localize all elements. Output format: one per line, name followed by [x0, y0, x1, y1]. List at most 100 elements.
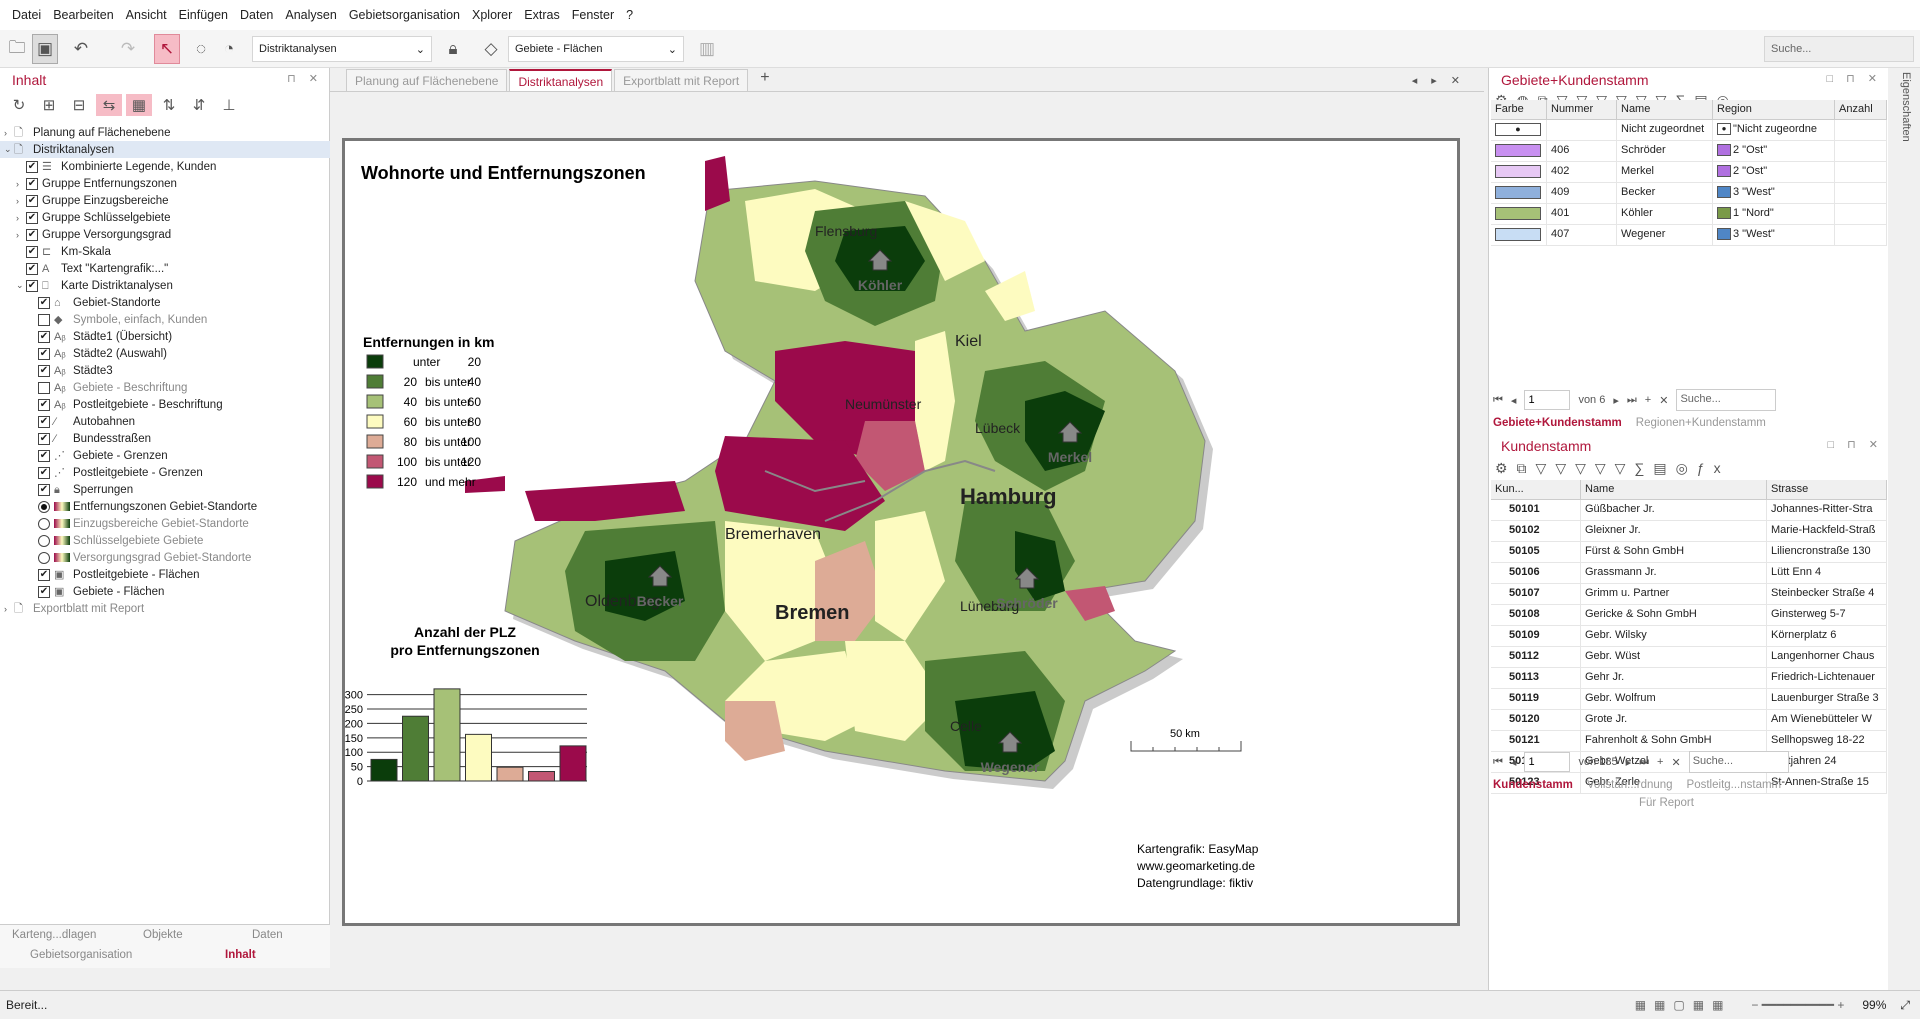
- checkbox[interactable]: ✔: [38, 466, 50, 479]
- expand-icon[interactable]: ⌄: [16, 280, 24, 290]
- checkbox[interactable]: ✔: [26, 228, 38, 241]
- checkbox[interactable]: ✔: [26, 279, 38, 292]
- checkbox[interactable]: ✔: [38, 483, 50, 496]
- last-page-icon[interactable]: ⏭: [1639, 755, 1650, 768]
- radio-button[interactable]: [38, 551, 50, 564]
- panel2-tools[interactable]: ⚙⧉▽▽▽▽▽∑▤◎ƒx: [1495, 460, 1730, 476]
- menu-item-5[interactable]: Analysen: [285, 8, 337, 22]
- tab-daten[interactable]: Daten: [252, 929, 283, 941]
- house-icon[interactable]: [867, 249, 893, 271]
- tab-fuer-report[interactable]: Für Report: [1639, 797, 1694, 809]
- tree-item[interactable]: › 🗋 Exportblatt mit Report: [0, 600, 330, 617]
- menu-item-10[interactable]: ?: [626, 8, 634, 22]
- panel-window-icons[interactable]: □ ⊓ ✕: [1826, 73, 1882, 85]
- swap-icon[interactable]: ⇆: [96, 94, 122, 116]
- add-icon[interactable]: +: [1657, 756, 1664, 768]
- last-page-icon[interactable]: ⏭: [1626, 393, 1637, 406]
- layer-select[interactable]: Gebiete - Flächen ⌄: [508, 36, 684, 62]
- next-page-icon[interactable]: ▸: [1625, 756, 1632, 769]
- table-row[interactable]: 50102 Gleixner Jr. Marie-Hackfeld-Straß: [1491, 521, 1887, 542]
- tree-item[interactable]: › ✔ Gruppe Versorgungsgrad: [0, 226, 330, 243]
- grid-icon[interactable]: ⊞: [42, 97, 56, 114]
- table-row[interactable]: 50123 Gebr. Zerle St-Annen-Straße 15: [1491, 773, 1887, 794]
- checkbox[interactable]: ✔: [38, 347, 50, 360]
- radio-button[interactable]: [38, 500, 50, 513]
- expand-icon[interactable]: ›: [16, 195, 19, 206]
- checkbox[interactable]: ✔: [38, 296, 50, 309]
- column-header[interactable]: Nummer: [1547, 100, 1617, 119]
- expand-icon[interactable]: ⌄: [4, 144, 12, 154]
- delete-icon[interactable]: ✕: [1671, 756, 1681, 769]
- panel2-search[interactable]: Suche...: [1688, 751, 1789, 773]
- table-row[interactable]: 50101 Güßbacher Jr. Johannes-Ritter-Stra: [1491, 500, 1887, 521]
- checkbox[interactable]: ✔: [38, 364, 50, 377]
- table-row[interactable]: 409 Becker 3 "West": [1491, 183, 1887, 204]
- tree-item[interactable]: ✔ A Text "Kartengrafik:...": [0, 260, 330, 277]
- table-row[interactable]: 50112 Gebr. Wüst Langenhorner Chaus: [1491, 647, 1887, 668]
- radio-button[interactable]: [38, 517, 50, 530]
- tree-item[interactable]: ✔ ▣ Postleitgebiete - Flächen: [0, 566, 330, 583]
- menu-item-2[interactable]: Ansicht: [125, 8, 167, 22]
- panel-window-icons[interactable]: □ ⊓ ✕: [1827, 439, 1883, 451]
- column-header[interactable]: Anzahl: [1835, 100, 1887, 119]
- table-row[interactable]: 402 Merkel 2 "Ost": [1491, 162, 1887, 183]
- pin-close-icons[interactable]: ⊓ ✕: [287, 73, 323, 85]
- checkbox[interactable]: ✔: [26, 245, 38, 258]
- lock-icon[interactable]: 🔒︎: [448, 39, 458, 58]
- tab-kartengrundlagen[interactable]: Karteng...dlagen: [12, 929, 97, 941]
- checkbox[interactable]: ✔: [26, 194, 38, 207]
- checkbox[interactable]: ✔: [26, 262, 38, 275]
- checkbox[interactable]: ✔: [38, 432, 50, 445]
- column-header[interactable]: Strasse: [1767, 480, 1887, 499]
- layers-icon[interactable]: ▦: [126, 94, 152, 116]
- column-header[interactable]: Farbe: [1491, 100, 1547, 119]
- save-icon[interactable]: ▣: [32, 34, 58, 64]
- tree-item[interactable]: ✔ Aᵦ Städte3: [0, 362, 330, 379]
- tab-inhalt[interactable]: Inhalt: [225, 949, 256, 961]
- redo-icon[interactable]: ↷: [120, 39, 136, 58]
- map-book-icon[interactable]: ▥: [698, 39, 716, 58]
- tree-item[interactable]: › ✔ Gruppe Entfernungszonen: [0, 175, 330, 192]
- tree-item[interactable]: ✔ ∕ Autobahnen: [0, 413, 330, 430]
- tab-vollstaendige-zuordnung[interactable]: Vollstän...rdnung: [1586, 779, 1673, 791]
- menu-item-9[interactable]: Fenster: [571, 8, 615, 22]
- table-row[interactable]: 50113 Gehr Jr. Friedrich-Lichtenauer: [1491, 668, 1887, 689]
- fit-icon[interactable]: ⤢: [1900, 997, 1910, 1012]
- tab-exportblatt[interactable]: Exportblatt mit Report: [614, 69, 749, 91]
- column-header[interactable]: Region: [1713, 100, 1835, 119]
- table-row[interactable]: ● Nicht zugeordnet ● "Nicht zugeordne: [1491, 120, 1887, 141]
- panel1-search[interactable]: Suche...: [1676, 389, 1777, 411]
- tree-item[interactable]: Aᵦ Gebiete - Beschriftung: [0, 379, 330, 396]
- checkbox[interactable]: ✔: [38, 568, 50, 581]
- tree-item[interactable]: ⌄ ✔ ⎕ Karte Distriktanalysen: [0, 277, 330, 294]
- tree-item[interactable]: ⌄ 🗋 Distriktanalysen: [0, 141, 330, 158]
- expand-icon[interactable]: ›: [16, 229, 19, 240]
- checkbox[interactable]: ✔: [38, 398, 50, 411]
- menu-item-6[interactable]: Gebietsorganisation: [348, 8, 460, 22]
- menu-item-0[interactable]: Datei: [12, 8, 42, 22]
- table-row[interactable]: 50106 Grassmann Jr. Lütt Enn 4: [1491, 563, 1887, 584]
- tree-item[interactable]: ◆ Symbole, einfach, Kunden: [0, 311, 330, 328]
- checkbox[interactable]: ✔: [26, 160, 38, 173]
- tab-kundenstamm[interactable]: Kundenstamm: [1493, 779, 1573, 791]
- column-header[interactable]: Kun...: [1491, 480, 1581, 499]
- checkbox[interactable]: ✔: [38, 415, 50, 428]
- tree-item[interactable]: ✔ ⋰ Gebiete - Grenzen: [0, 447, 330, 464]
- search-input[interactable]: Suche...: [1764, 36, 1914, 62]
- table-row[interactable]: 50121 Fahrenholt & Sohn GmbH Sellhopsweg 1…: [1491, 731, 1887, 752]
- layer-icon[interactable]: ◇: [484, 39, 498, 58]
- house-icon[interactable]: [1057, 421, 1083, 443]
- prev-page-icon[interactable]: ◂: [1510, 394, 1517, 407]
- undo-icon[interactable]: ↶: [73, 39, 89, 58]
- tab-gebietsorganisation[interactable]: Gebietsorganisation: [30, 949, 133, 961]
- tree-item[interactable]: ✔ ⌂ Gebiet-Standorte: [0, 294, 330, 311]
- checkbox[interactable]: [38, 381, 50, 394]
- next-page-icon[interactable]: ▸: [1613, 394, 1619, 407]
- view-mode-icons[interactable]: ▦▦▢▦▦: [1634, 998, 1732, 1012]
- tab-gebiete-kundenstamm[interactable]: Gebiete+Kundenstamm: [1493, 417, 1622, 429]
- tab-distriktanalysen[interactable]: Distriktanalysen: [509, 69, 613, 91]
- table-row[interactable]: 401 Köhler 1 "Nord": [1491, 204, 1887, 225]
- zoom-slider[interactable]: − ━━━━━━━━━━ +: [1751, 998, 1845, 1012]
- checkbox[interactable]: ✔: [38, 585, 50, 598]
- tree-item[interactable]: ✔ 🔒︎ Sperrungen: [0, 481, 330, 498]
